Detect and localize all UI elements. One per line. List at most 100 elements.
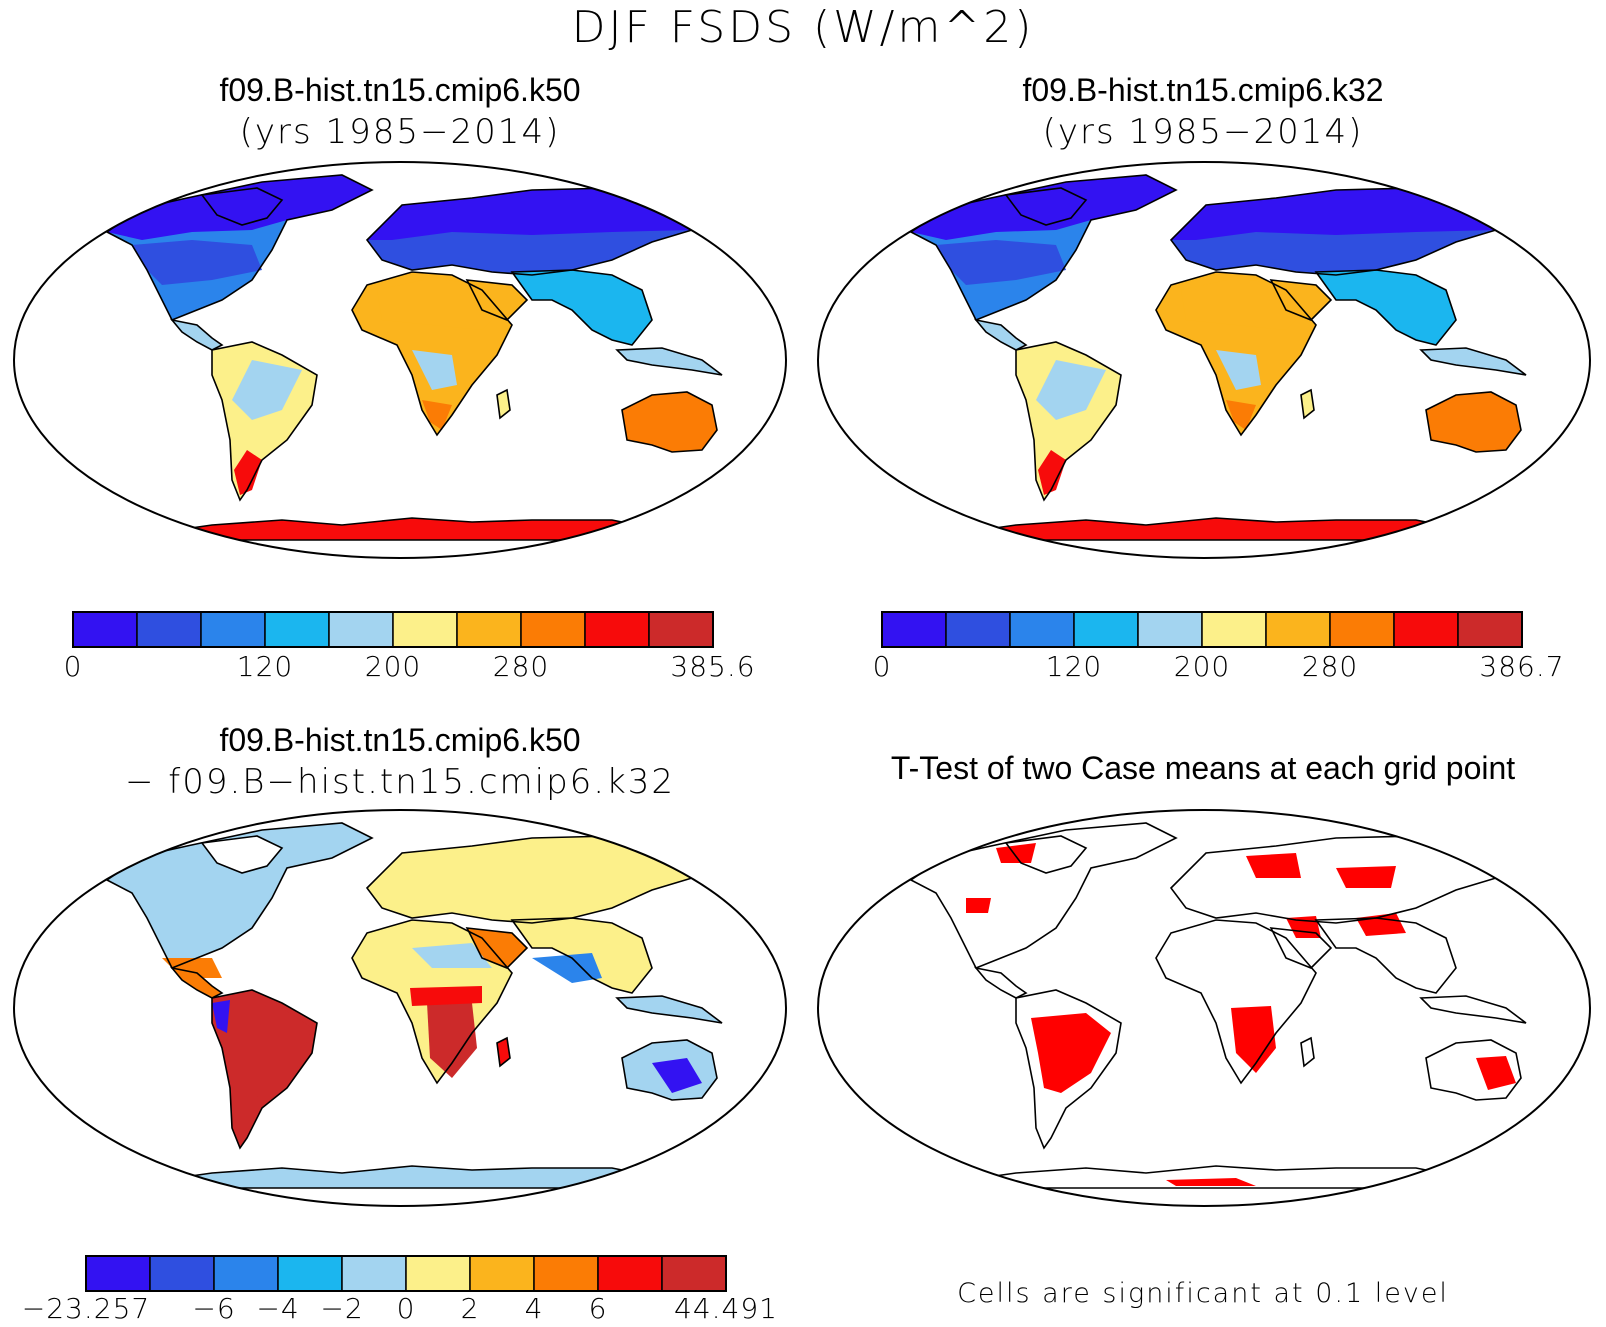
panel-title-k32: f09.B-hist.tn15.cmip6.k32 — [1022, 72, 1384, 108]
coastline-eu — [365, 187, 704, 276]
colorbar-swatch — [1329, 611, 1395, 648]
field-region — [911, 175, 1176, 240]
colorbar-frame — [85, 1255, 727, 1292]
colorbar-tick-label: 200 — [364, 650, 422, 683]
colorbar-tick-label: 386.7 — [1479, 650, 1565, 683]
coastline-au — [621, 391, 718, 453]
field-region — [1226, 400, 1256, 430]
coastline-na — [909, 822, 1178, 970]
colorbar-swatch — [945, 611, 1011, 648]
land-na — [107, 823, 372, 968]
field-region — [212, 1000, 230, 1033]
colorbar-tick-label: 0 — [872, 650, 892, 683]
land-id — [617, 348, 722, 375]
field-region — [412, 350, 457, 390]
colorbar-swatch — [584, 611, 650, 648]
field-region — [234, 450, 262, 495]
coastline-md — [496, 388, 511, 420]
field-region — [532, 953, 602, 983]
colorbar-swatch — [520, 611, 586, 648]
colorbar-swatch — [1457, 611, 1523, 648]
coastline-sa — [1015, 341, 1122, 502]
colorbar-swatch — [328, 611, 394, 648]
colorbar-swatch — [277, 1255, 343, 1292]
colorbar-swatch — [1393, 611, 1459, 648]
coastline-au — [621, 1039, 718, 1101]
panel-title-ttest: T-Test of two Case means at each grid po… — [890, 750, 1516, 786]
colorbar-swatch — [213, 1255, 279, 1292]
colorbar-swatch — [341, 1255, 407, 1292]
colorbar-swatch — [469, 1255, 535, 1292]
colorbar-swatch — [149, 1255, 215, 1292]
land-md — [1301, 390, 1314, 418]
coastline-id — [1419, 995, 1527, 1024]
colorbar-swatch — [881, 611, 947, 648]
map-frame — [13, 161, 787, 559]
colorbar-tick-label: 4 — [524, 1292, 544, 1325]
colorbar-k50 — [72, 611, 714, 648]
land-ca — [976, 320, 1026, 350]
coastline-eu — [1169, 835, 1508, 924]
colorbar-tick-label: 0 — [63, 650, 83, 683]
colorbar-swatch — [533, 1255, 599, 1292]
land-as — [1316, 270, 1456, 345]
land-as — [512, 270, 652, 345]
colorbar-tick-label: −4 — [256, 1292, 300, 1325]
panel-subtitle-diff: − f09.B−hist.tn15.cmip6.k32 — [124, 762, 676, 802]
coastline-ar — [465, 279, 529, 321]
colorbar-swatch — [1073, 611, 1139, 648]
colorbar-swatch — [72, 611, 138, 648]
map-frame — [817, 809, 1591, 1207]
field-region — [1166, 1178, 1256, 1186]
coastline-af — [351, 919, 513, 1085]
figure-title: DJF FSDS (W/m^2) — [571, 2, 1035, 53]
coastline-af — [1155, 919, 1317, 1085]
field-region — [652, 1058, 702, 1093]
field-region — [232, 360, 302, 420]
land-af — [1156, 920, 1316, 1083]
map-k32 — [817, 161, 1591, 559]
coastline-ar — [1269, 279, 1333, 321]
coastline-gr — [200, 835, 284, 874]
coastline-eu — [365, 835, 704, 924]
land-md — [497, 390, 510, 418]
map-ttest — [817, 809, 1591, 1207]
field-region — [367, 188, 702, 240]
colorbar-swatch — [648, 611, 714, 648]
land-as — [1316, 918, 1456, 993]
coastline-ca — [973, 966, 1028, 999]
land-au — [1426, 392, 1521, 452]
land-md — [1301, 1038, 1314, 1066]
field-region — [1216, 350, 1261, 390]
field-region — [227, 1008, 312, 1098]
coastline-gr — [1004, 835, 1088, 874]
colorbar-swatch — [1137, 611, 1203, 648]
colorbar-tick-label: −23.257 — [21, 1292, 151, 1325]
map-k50 — [13, 161, 787, 559]
field-region — [1171, 188, 1506, 240]
coastline-ar — [1269, 927, 1333, 969]
colorbar-swatch — [392, 611, 458, 648]
colorbar-swatch — [264, 611, 330, 648]
colorbar-k32-ticks: 0 120 200 280 386.7 — [873, 650, 1564, 690]
map-frame — [817, 161, 1591, 559]
coastline-sa — [211, 989, 318, 1150]
land-an — [946, 518, 1476, 540]
field-region — [132, 240, 262, 285]
coastline-md — [496, 1036, 511, 1068]
coastline-md — [1300, 388, 1315, 420]
land-an — [946, 1166, 1476, 1188]
colorbar-tick-label: −2 — [320, 1292, 364, 1325]
colorbar-diff-ticks: −23.257 −6 −4 −2 0 2 4 6 44.491 — [22, 1292, 777, 1327]
field-region — [427, 1003, 477, 1078]
field-region — [1476, 1056, 1516, 1090]
land-ca — [976, 968, 1026, 998]
coastline-ar — [465, 927, 529, 969]
map-diff — [13, 809, 787, 1207]
colorbar-swatch — [456, 611, 522, 648]
coastline-id — [615, 347, 723, 376]
field-region — [966, 898, 991, 913]
coastline-ca — [973, 318, 1028, 351]
field-region — [1038, 450, 1066, 495]
coastline-as — [1314, 917, 1457, 994]
